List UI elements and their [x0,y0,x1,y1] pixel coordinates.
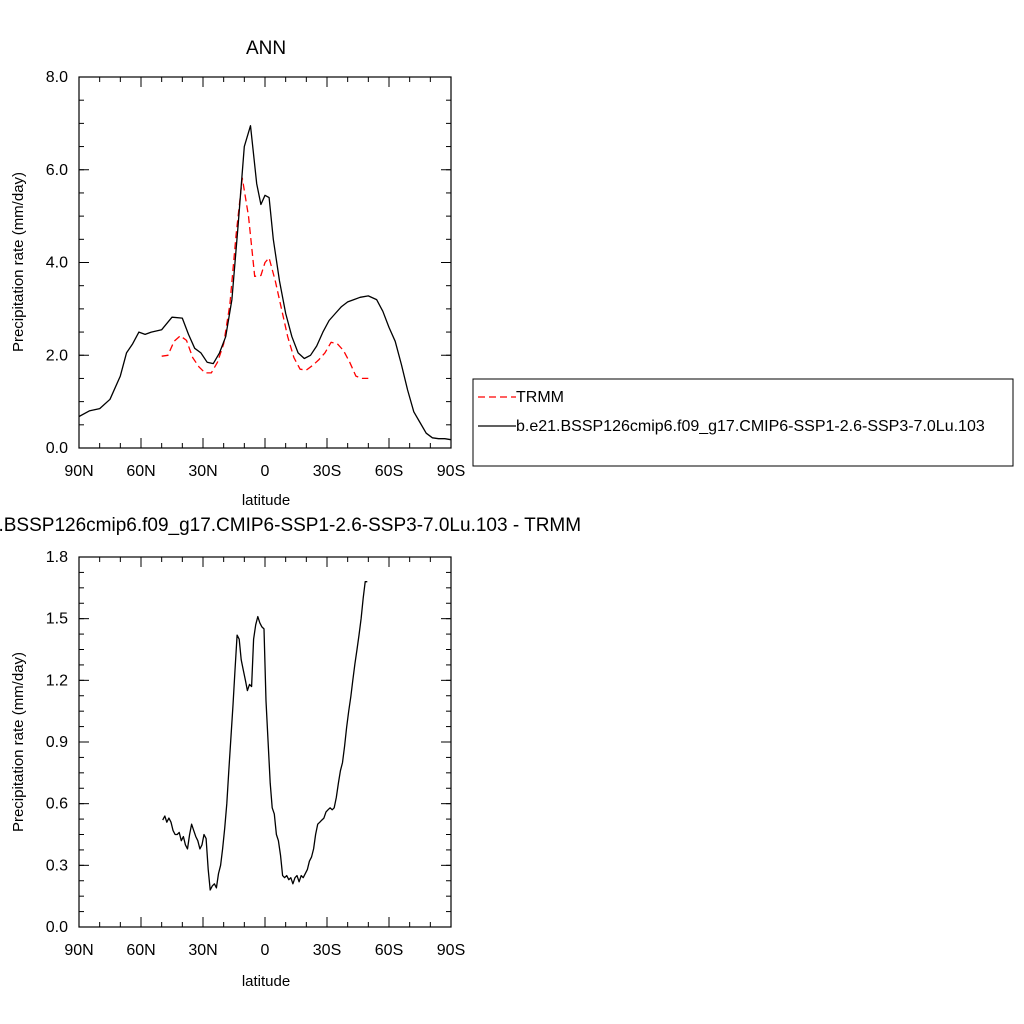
x-tick-label: 60N [126,942,155,959]
chart-title-bottom: b.e21.BSSP126cmip6.f09_g17.CMIP6-SSP1-2.… [0,515,581,536]
plot-frame [78,556,452,928]
series-line-difference [162,581,368,891]
legend-label: b.e21.BSSP126cmip6.f09_g17.CMIP6-SSP1-2.… [516,418,985,435]
y-axis-label-bottom: Precipitation rate (mm/day) [10,652,27,832]
y-tick-label: 1.8 [46,549,68,566]
panel-annual-mean: ANN latitude Precipitation rate (mm/day)… [10,38,465,509]
x-axis-label-top: latitude [242,492,290,509]
y-tick-label: 1.2 [46,672,68,689]
y-tick-label: 0.3 [46,857,68,874]
series-line-model [79,125,451,441]
x-tick-label: 30N [188,463,217,480]
x-tick-label: 60N [126,463,155,480]
y-axis-label-top: Precipitation rate (mm/day) [10,172,27,352]
x-tick-label: 60S [375,463,403,480]
legend: TRMM b.e21.BSSP126cmip6.f09_g17.CMIP6-SSP… [472,378,1014,467]
x-tick-label: 0 [261,942,270,959]
y-tick-label: 0.0 [46,440,68,457]
series-line-trmm [161,177,369,380]
y-tick-label: 4.0 [46,255,68,272]
x-tick-label: 90S [437,463,465,480]
x-axis-label-bottom: latitude [242,973,290,990]
x-tick-label: 90N [64,463,93,480]
panel-difference: b.e21.BSSP126cmip6.f09_g17.CMIP6-SSP1-2.… [0,515,581,990]
x-tick-label: 90S [437,942,465,959]
legend-label: TRMM [516,389,564,406]
legend-box [472,378,1014,467]
y-tick-label: 0.9 [46,734,68,751]
chart-title-top: ANN [246,38,286,59]
y-tick-label: 0.6 [46,796,68,813]
y-tick-label: 8.0 [46,69,68,86]
x-tick-label: 60S [375,942,403,959]
plot-frame [78,76,452,449]
x-tick-label: 0 [261,463,270,480]
y-tick-label: 2.0 [46,347,68,364]
y-tick-label: 0.0 [46,919,68,936]
x-tick-label: 30S [313,463,341,480]
x-tick-label: 30S [313,942,341,959]
y-tick-label: 6.0 [46,162,68,179]
x-tick-label: 30N [188,942,217,959]
y-tick-label: 1.5 [46,611,68,628]
x-tick-label: 90N [64,942,93,959]
